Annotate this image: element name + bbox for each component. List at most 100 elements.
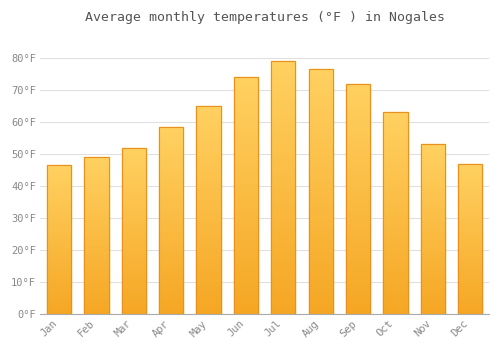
Bar xyxy=(122,231,146,233)
Bar xyxy=(47,229,71,231)
Title: Average monthly temperatures (°F ) in Nogales: Average monthly temperatures (°F ) in No… xyxy=(84,11,444,24)
Bar xyxy=(159,311,184,313)
Bar xyxy=(234,215,258,217)
Bar xyxy=(159,157,184,159)
Bar xyxy=(308,101,333,104)
Bar xyxy=(384,165,407,167)
Bar xyxy=(47,300,71,301)
Bar xyxy=(159,256,184,258)
Bar xyxy=(308,106,333,108)
Bar xyxy=(84,253,108,255)
Bar xyxy=(458,278,482,280)
Bar xyxy=(346,229,370,231)
Bar xyxy=(159,286,184,288)
Bar xyxy=(47,219,71,220)
Bar xyxy=(458,234,482,236)
Bar xyxy=(308,263,333,265)
Bar xyxy=(346,123,370,125)
Bar xyxy=(122,236,146,238)
Bar xyxy=(271,294,295,297)
Bar xyxy=(458,293,482,295)
Bar xyxy=(346,280,370,282)
Bar xyxy=(384,214,407,215)
Bar xyxy=(196,210,220,212)
Bar xyxy=(384,153,407,155)
Bar xyxy=(420,163,445,165)
Bar xyxy=(384,306,407,308)
Bar xyxy=(84,173,108,175)
Bar xyxy=(47,207,71,209)
Bar xyxy=(159,251,184,252)
Bar xyxy=(234,226,258,229)
Bar xyxy=(458,304,482,305)
Bar xyxy=(84,272,108,274)
Bar xyxy=(159,140,184,142)
Bar xyxy=(122,149,146,151)
Bar xyxy=(159,131,184,132)
Bar xyxy=(84,295,108,297)
Bar xyxy=(384,288,407,290)
Bar xyxy=(458,200,482,201)
Bar xyxy=(458,165,482,167)
Bar xyxy=(159,191,184,192)
Bar xyxy=(196,131,220,133)
Bar xyxy=(384,264,407,266)
Bar xyxy=(420,234,445,236)
Bar xyxy=(47,246,71,247)
Bar xyxy=(346,287,370,289)
Bar xyxy=(234,186,258,189)
Bar xyxy=(122,161,146,163)
Bar xyxy=(346,109,370,111)
Bar xyxy=(458,164,482,165)
Bar xyxy=(234,120,258,122)
Bar xyxy=(458,290,482,292)
Bar xyxy=(84,252,108,253)
Bar xyxy=(271,170,295,173)
Bar xyxy=(308,248,333,251)
Bar xyxy=(308,278,333,280)
Bar xyxy=(271,158,295,160)
Bar xyxy=(234,269,258,272)
Bar xyxy=(84,198,108,200)
Bar xyxy=(47,290,71,292)
Bar xyxy=(84,230,108,231)
Bar xyxy=(420,257,445,258)
Bar xyxy=(234,208,258,210)
Bar xyxy=(420,217,445,219)
Bar xyxy=(271,177,295,180)
Bar xyxy=(84,288,108,289)
Bar xyxy=(234,89,258,91)
Bar xyxy=(122,219,146,221)
Bar xyxy=(346,264,370,266)
Bar xyxy=(122,169,146,171)
Bar xyxy=(271,61,295,314)
Bar xyxy=(420,228,445,229)
Bar xyxy=(234,279,258,281)
Bar xyxy=(234,179,258,182)
Bar xyxy=(308,233,333,236)
Bar xyxy=(458,302,482,304)
Bar xyxy=(308,89,333,91)
Bar xyxy=(271,107,295,109)
Bar xyxy=(458,283,482,284)
Bar xyxy=(271,266,295,269)
Bar xyxy=(234,288,258,290)
Bar xyxy=(308,206,333,209)
Bar xyxy=(384,155,407,157)
Bar xyxy=(458,268,482,269)
Bar xyxy=(196,285,220,287)
Bar xyxy=(308,216,333,219)
Bar xyxy=(234,238,258,241)
Bar xyxy=(458,216,482,218)
Bar xyxy=(458,296,482,298)
Bar xyxy=(47,241,71,243)
Bar xyxy=(346,231,370,233)
Bar xyxy=(159,273,184,275)
Bar xyxy=(47,307,71,308)
Bar xyxy=(159,292,184,294)
Bar xyxy=(84,286,108,288)
Bar xyxy=(271,271,295,274)
Bar xyxy=(458,284,482,286)
Bar xyxy=(271,130,295,132)
Bar xyxy=(84,242,108,244)
